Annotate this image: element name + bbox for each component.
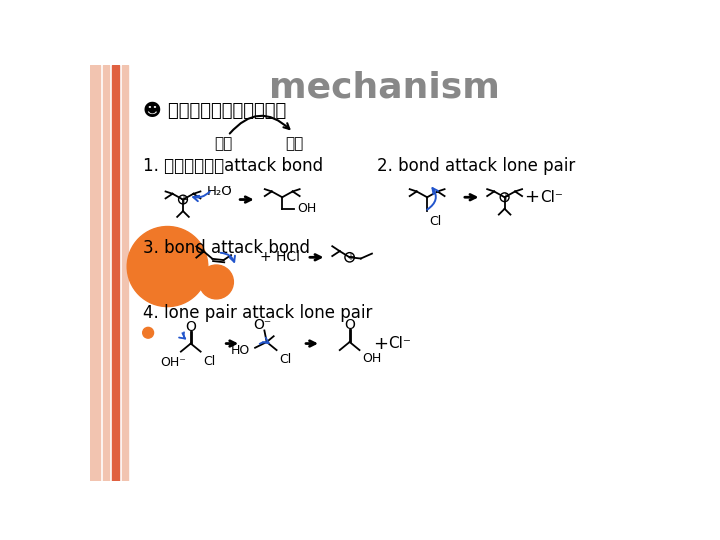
Text: ☻ 反應機構記錄電子的流動: ☻ 反應機構記錄電子的流動 xyxy=(143,102,286,120)
Text: 3. bond attack bond: 3. bond attack bond xyxy=(143,239,310,257)
Text: +: + xyxy=(179,194,187,205)
Bar xyxy=(122,65,128,481)
Text: H₂Ö: H₂Ö xyxy=(207,185,233,198)
Bar xyxy=(112,65,120,481)
Text: OH: OH xyxy=(362,352,381,365)
Text: mechanism: mechanism xyxy=(269,71,500,105)
Text: Cl⁻: Cl⁻ xyxy=(389,336,411,351)
Text: +: + xyxy=(346,252,354,262)
Text: + HCl: + HCl xyxy=(261,251,300,264)
Text: O: O xyxy=(185,320,196,334)
Text: +: + xyxy=(524,188,539,206)
Text: OH: OH xyxy=(297,202,317,215)
Text: Cl: Cl xyxy=(279,353,291,366)
Text: O⁻: O⁻ xyxy=(253,318,271,332)
Text: 算頭: 算頭 xyxy=(285,136,304,151)
Bar xyxy=(90,65,100,481)
Text: Cl: Cl xyxy=(204,355,216,368)
Bar xyxy=(103,65,109,481)
Text: O: O xyxy=(344,318,355,332)
Circle shape xyxy=(127,226,208,307)
Text: Cl: Cl xyxy=(429,215,441,228)
Text: OH⁻: OH⁻ xyxy=(161,355,186,368)
Text: HO: HO xyxy=(231,343,251,356)
Text: +: + xyxy=(500,192,508,202)
Text: 2. bond attack lone pair: 2. bond attack lone pair xyxy=(377,158,575,176)
Text: 算尾: 算尾 xyxy=(214,136,233,151)
Text: +: + xyxy=(373,335,388,353)
Text: 4. lone pair attack lone pair: 4. lone pair attack lone pair xyxy=(143,303,372,322)
Circle shape xyxy=(143,327,153,338)
Text: Cl⁻: Cl⁻ xyxy=(540,190,562,205)
Circle shape xyxy=(199,265,233,299)
Text: 1. 未共用電子對attack bond: 1. 未共用電子對attack bond xyxy=(143,158,323,176)
